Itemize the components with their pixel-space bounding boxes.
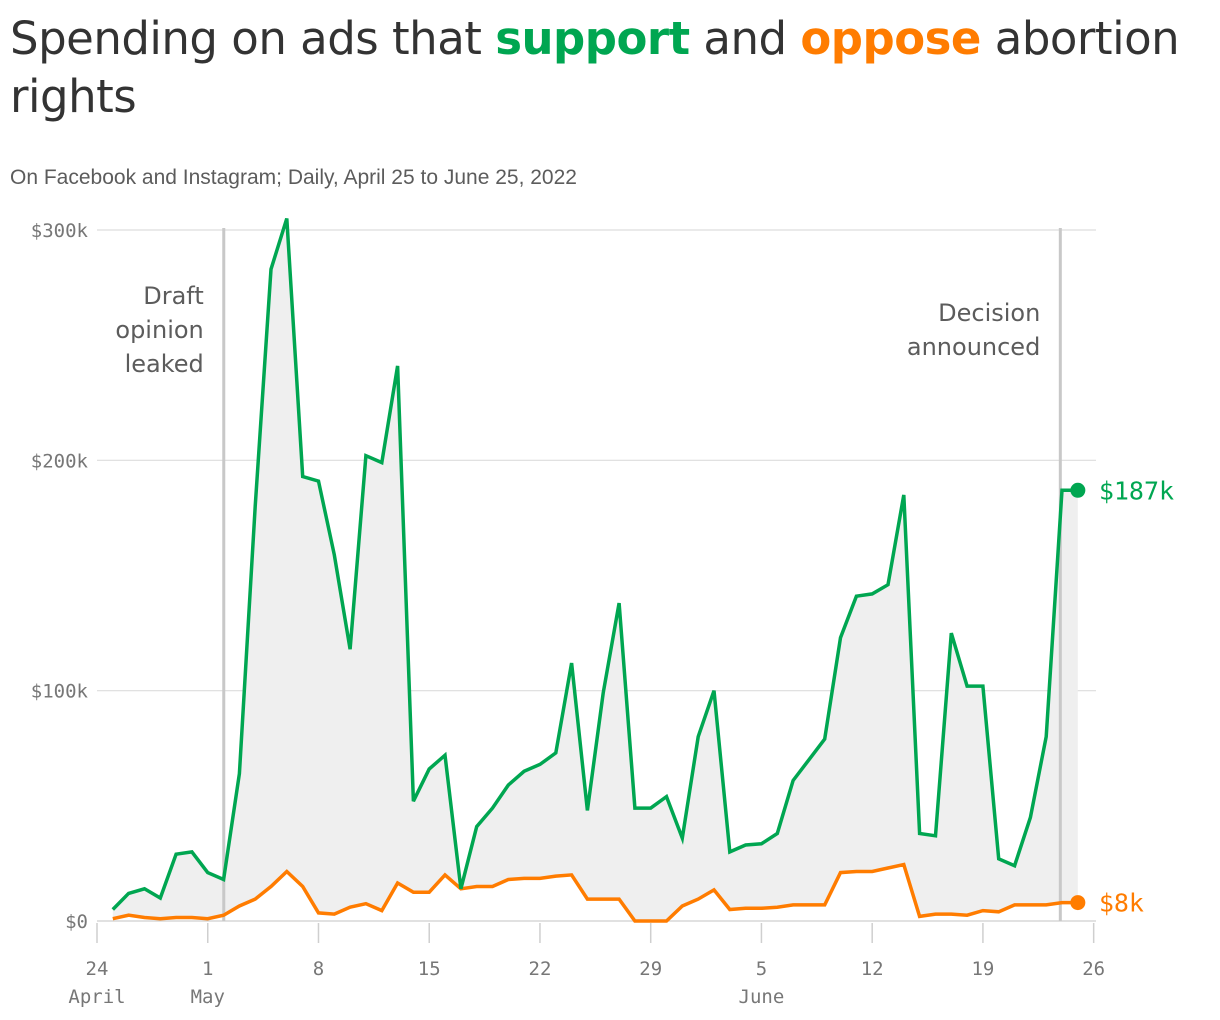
x-tick-label: 29	[639, 958, 662, 980]
x-tick-label: 5	[756, 958, 767, 980]
title-suffix: abortion rights	[10, 12, 1180, 123]
x-tick-label: 22	[529, 958, 552, 980]
oppose-series-line	[112, 862, 1078, 923]
x-tick-label: 19	[971, 958, 994, 980]
x-tick-label: 24	[86, 958, 109, 980]
y-tick-label: $100k	[31, 681, 89, 703]
x-tick-label: 26	[1082, 958, 1105, 980]
oppose-end-point	[1070, 895, 1086, 911]
x-tick-label: 12	[861, 958, 884, 980]
support-end-label: $187k	[1099, 476, 1174, 505]
x-tick-label: 1	[202, 958, 213, 980]
support-end-point	[1070, 482, 1086, 498]
area-between-series	[112, 218, 1078, 921]
annotation-text: announced	[907, 333, 1040, 361]
x-tick-sublabel: April	[68, 986, 125, 1008]
x-tick-sublabel: June	[739, 986, 785, 1008]
y-tick-label: $300k	[31, 220, 89, 242]
annotation-text: leaked	[125, 350, 204, 378]
annotation-text: Decision	[938, 299, 1040, 327]
title-oppose-word: oppose	[800, 12, 981, 65]
chart-title: Spending on ads that support and oppose …	[10, 10, 1215, 126]
support-series-line	[111, 217, 1078, 911]
annotation-text: Draft	[143, 282, 204, 310]
y-tick-label: $0	[65, 911, 88, 933]
title-middle: and	[689, 12, 801, 65]
chart-subtitle: On Facebook and Instagram; Daily, April …	[10, 166, 577, 189]
y-tick-label: $200k	[31, 450, 89, 472]
title-prefix: Spending on ads that	[10, 12, 496, 65]
x-tick-sublabel: May	[191, 986, 225, 1008]
x-tick-label: 8	[313, 958, 324, 980]
annotation-text: opinion	[115, 316, 203, 344]
oppose-end-label: $8k	[1099, 889, 1144, 918]
x-tick-label: 15	[418, 958, 441, 980]
title-support-word: support	[495, 12, 690, 65]
